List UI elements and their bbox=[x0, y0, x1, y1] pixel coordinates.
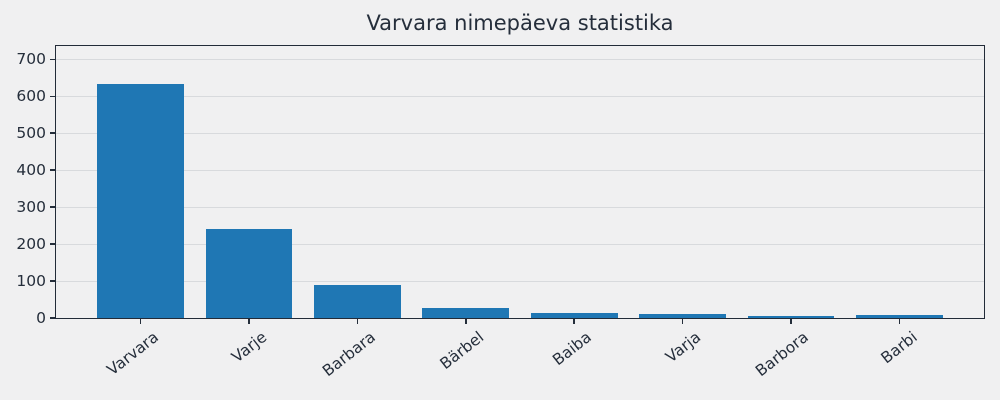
x-tick-mark bbox=[898, 318, 901, 324]
x-tick-label-text: Barbara bbox=[318, 328, 379, 381]
x-tick-label-text: Baiba bbox=[549, 328, 596, 370]
y-tick-mark bbox=[50, 169, 55, 172]
bar-8 bbox=[856, 315, 943, 318]
y-tick-label: 700 bbox=[16, 50, 46, 69]
bar-2 bbox=[205, 228, 293, 318]
y-tick-label: 500 bbox=[16, 124, 46, 143]
bar-4 bbox=[422, 308, 510, 318]
chart-title: Varvara nimepäeva statistika bbox=[366, 11, 674, 35]
x-tick-mark bbox=[465, 318, 467, 324]
x-tick-mark bbox=[681, 318, 684, 324]
plot-area bbox=[55, 45, 985, 318]
x-tick-label-text: Varja bbox=[661, 328, 704, 367]
x-tick-mark bbox=[139, 318, 142, 324]
y-tick-mark bbox=[50, 58, 55, 61]
bar-7 bbox=[747, 316, 835, 318]
x-tick-label-text: Barbora bbox=[752, 328, 813, 381]
y-tick-label: 300 bbox=[16, 198, 46, 217]
x-tick-label-text: Barbi bbox=[877, 328, 921, 368]
y-tick-label: 200 bbox=[16, 235, 46, 254]
y-tick-mark bbox=[50, 280, 55, 282]
y-tick-label: 100 bbox=[16, 272, 46, 291]
x-tick-label-text: Bärbel bbox=[436, 328, 487, 374]
x-tick-mark bbox=[790, 318, 792, 324]
bar-5 bbox=[530, 312, 618, 318]
bar-3 bbox=[314, 285, 401, 318]
y-tick-label: 600 bbox=[16, 87, 46, 106]
x-tick-mark bbox=[248, 318, 250, 324]
y-tick-label: 0 bbox=[36, 309, 46, 327]
y-tick-mark bbox=[50, 95, 55, 98]
bar-6 bbox=[639, 313, 726, 318]
y-tick-mark bbox=[50, 243, 55, 245]
x-tick-label-text: Varvara bbox=[103, 328, 162, 380]
y-tick-label: 400 bbox=[16, 161, 46, 180]
x-tick-mark bbox=[356, 318, 359, 324]
x-tick-label-text: Varje bbox=[228, 328, 271, 367]
y-tick-mark bbox=[50, 132, 55, 135]
y-tick-mark bbox=[50, 206, 55, 208]
x-tick-mark bbox=[573, 318, 575, 324]
y-tick-mark bbox=[50, 317, 55, 319]
bar-1 bbox=[97, 84, 184, 318]
